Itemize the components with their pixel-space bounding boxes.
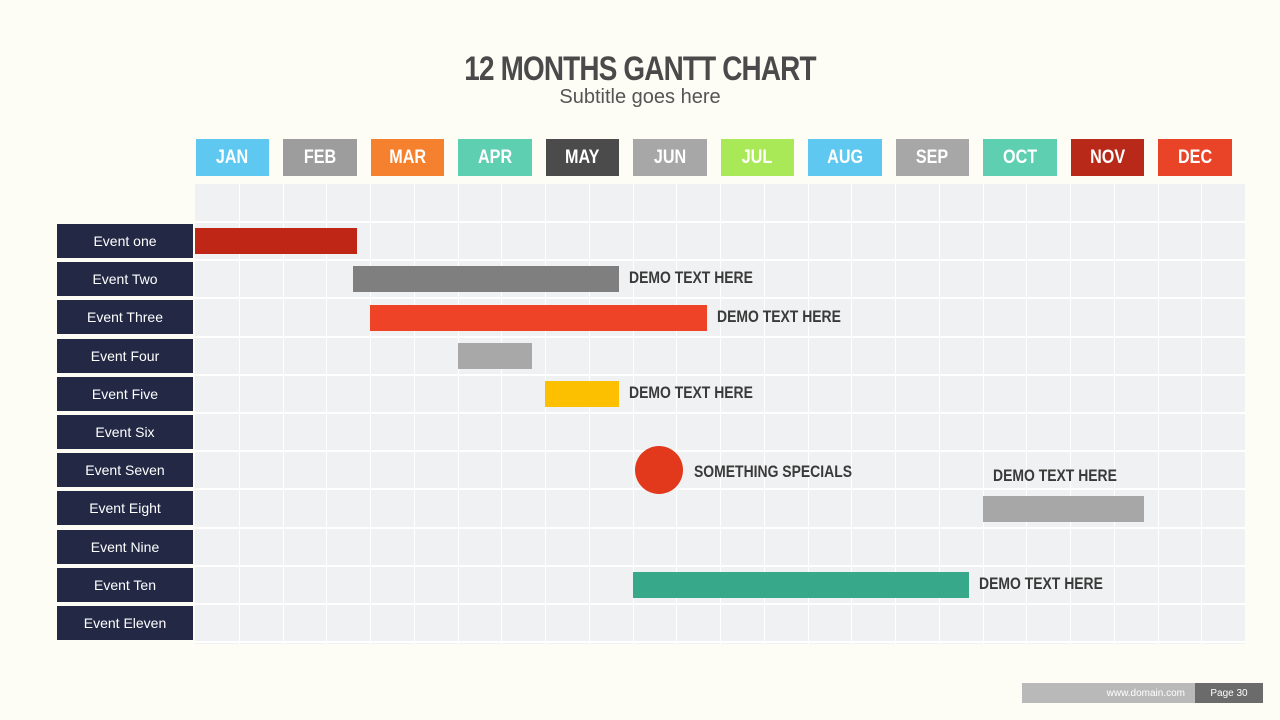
grid-vline (370, 184, 371, 644)
grid-hline (195, 373, 1245, 376)
task-annotation: DEMO TEXT HERE (979, 573, 1104, 593)
grid-vline (1070, 184, 1071, 644)
grid-vline (1113, 184, 1115, 644)
task-annotation: DEMO TEXT HERE (629, 382, 754, 402)
grid-hline (195, 564, 1245, 567)
task-bar (982, 495, 1145, 522)
milestone-marker (634, 446, 683, 495)
event-label: Event Six (57, 415, 193, 449)
footer-domain: www.domain.com (1022, 683, 1195, 703)
month-oct: OCT (983, 139, 1057, 176)
grid-hline (195, 641, 1245, 644)
grid-vline (1201, 184, 1203, 644)
month-nov: NOV (1070, 139, 1144, 176)
grid-hline (195, 526, 1245, 529)
month-label: DEC (1177, 146, 1212, 168)
event-label: Event Two (57, 262, 193, 297)
month-feb: FEB (283, 139, 357, 176)
month-jul: JUL (720, 139, 794, 176)
task-annotation: DEMO TEXT HERE (629, 268, 754, 288)
grid-hline (195, 297, 1245, 300)
task-bar (370, 304, 707, 331)
month-label: OCT (1002, 146, 1037, 168)
month-sep: SEP (895, 139, 969, 176)
event-label: Event Nine (57, 529, 193, 564)
event-label: Event Four (57, 338, 193, 373)
grid-vline (851, 184, 853, 644)
grid-hline (195, 259, 1245, 262)
month-aug: AUG (808, 139, 882, 176)
grid-hline (195, 603, 1245, 605)
grid-hline (195, 221, 1245, 223)
event-label: Event one (57, 224, 193, 258)
event-label: Event Three (57, 300, 193, 335)
grid-hline (195, 335, 1245, 338)
month-apr: APR (458, 139, 532, 176)
grid-vline (938, 184, 940, 644)
month-jan: JAN (195, 139, 269, 176)
task-bar (457, 342, 532, 369)
grid-vline (326, 184, 328, 644)
task-annotation: DEMO TEXT HERE (992, 465, 1117, 485)
grid-vline (1026, 184, 1028, 644)
task-bar (352, 266, 620, 293)
task-bar (632, 571, 970, 598)
month-dec: DEC (1158, 139, 1232, 176)
event-label: Event Seven (57, 453, 193, 488)
grid-vline (588, 184, 590, 644)
footer-page-number: Page 30 (1195, 683, 1263, 703)
grid-vline (282, 184, 284, 644)
month-label: NOV (1089, 146, 1125, 168)
event-label: Event Eleven (57, 606, 193, 640)
grid-hline (195, 412, 1245, 414)
grid-vline (807, 184, 809, 644)
grid-vline (676, 184, 678, 644)
grid-vline (632, 184, 634, 644)
task-annotation: DEMO TEXT HERE (716, 306, 841, 326)
month-label: AUG (826, 146, 863, 168)
event-label: Event Ten (57, 567, 193, 602)
month-may: MAY (545, 139, 619, 176)
grid-hline (195, 450, 1245, 453)
grid-vline (982, 184, 984, 644)
event-label: Event Eight (57, 491, 193, 526)
grid-vline (763, 184, 765, 644)
grid-hline (195, 488, 1245, 491)
task-bar (195, 228, 357, 255)
month-label: JUN (653, 146, 686, 168)
month-mar: MAR (370, 139, 444, 176)
month-label: APR (477, 146, 512, 168)
chart-subtitle: Subtitle goes here (559, 86, 721, 108)
grid-vline (457, 184, 459, 644)
month-label: JUL (741, 146, 773, 168)
month-label: MAR (388, 146, 426, 168)
month-jun: JUN (633, 139, 707, 176)
grid-vline (1157, 184, 1159, 644)
event-label: Event Five (57, 376, 193, 411)
milestone-annotation: SOMETHING SPECIALS (693, 462, 852, 482)
grid-vline (238, 184, 240, 644)
grid-vline (895, 184, 896, 644)
grid-vline (413, 184, 415, 644)
grid-vline (545, 184, 546, 644)
month-label: FEB (303, 146, 336, 168)
grid-vline (501, 184, 503, 644)
task-bar (545, 380, 620, 407)
grid-vline (720, 184, 721, 644)
month-label: SEP (916, 146, 949, 168)
month-label: MAY (565, 146, 600, 168)
chart-title: 12 MONTHS GANTT CHART (464, 50, 816, 88)
month-label: JAN (216, 146, 249, 168)
